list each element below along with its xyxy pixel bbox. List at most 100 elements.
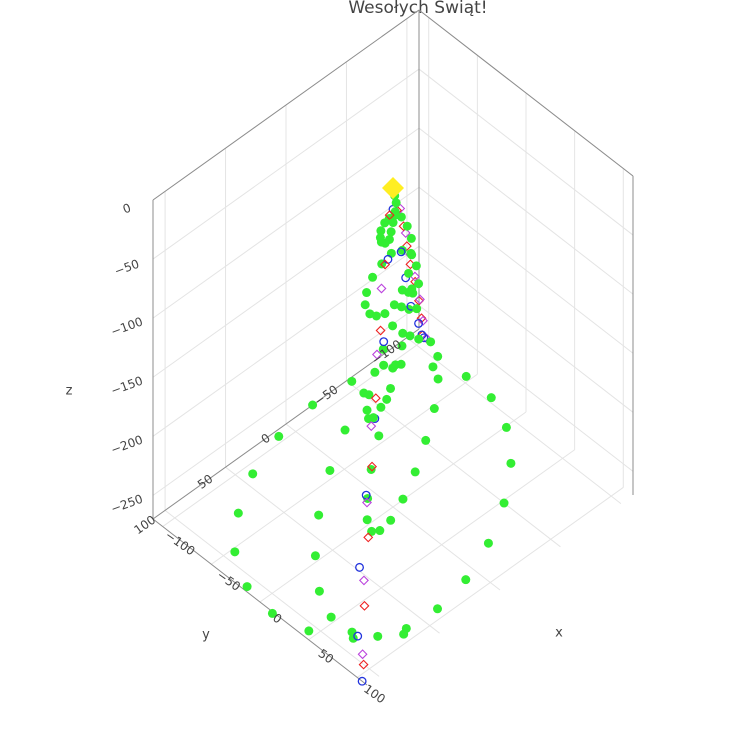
data-point-series-0[interactable] bbox=[433, 351, 443, 361]
data-point-series-0[interactable] bbox=[433, 374, 443, 384]
data-point-series-3[interactable] bbox=[357, 649, 368, 660]
data-point-series-0[interactable] bbox=[461, 371, 471, 381]
data-point-series-0[interactable] bbox=[376, 402, 386, 412]
data-point-series-0[interactable] bbox=[396, 359, 406, 369]
data-point-series-0[interactable] bbox=[386, 248, 396, 258]
data-point-series-0[interactable] bbox=[326, 612, 336, 622]
data-point-series-0[interactable] bbox=[368, 272, 378, 282]
data-point-series-0[interactable] bbox=[407, 250, 417, 260]
data-point-series-2[interactable] bbox=[375, 325, 386, 336]
data-point-series-2[interactable] bbox=[359, 600, 370, 611]
data-point-series-0[interactable] bbox=[242, 582, 252, 592]
data-point-series-0[interactable] bbox=[506, 458, 516, 468]
data-point-series-0[interactable] bbox=[267, 608, 277, 618]
data-point-series-0[interactable] bbox=[412, 304, 422, 314]
data-point-series-0[interactable] bbox=[380, 218, 390, 228]
data-point-series-0[interactable] bbox=[388, 218, 398, 228]
data-point-series-0[interactable] bbox=[248, 469, 258, 479]
data-point-series-0[interactable] bbox=[374, 431, 384, 441]
data-point-series-0[interactable] bbox=[414, 279, 424, 289]
data-point-series-0[interactable] bbox=[414, 334, 424, 344]
data-point-series-0[interactable] bbox=[378, 344, 388, 354]
data-point-series-0[interactable] bbox=[386, 515, 396, 525]
data-point-series-2[interactable] bbox=[384, 210, 395, 221]
data-point-series-0[interactable] bbox=[411, 261, 421, 271]
data-point-series-2[interactable] bbox=[363, 532, 374, 543]
data-point-series-0[interactable] bbox=[389, 300, 399, 310]
data-point-series-0[interactable] bbox=[461, 575, 471, 585]
data-point-series-0[interactable] bbox=[429, 404, 439, 414]
data-point-series-3[interactable] bbox=[414, 294, 425, 305]
data-point-series-0[interactable] bbox=[433, 604, 443, 614]
data-point-series-0[interactable] bbox=[483, 538, 493, 548]
data-point-series-0[interactable] bbox=[370, 367, 380, 377]
data-point-series-0[interactable] bbox=[325, 465, 335, 475]
data-point-series-3[interactable] bbox=[376, 283, 387, 294]
data-point-series-0[interactable] bbox=[405, 331, 415, 341]
data-point-series-0[interactable] bbox=[501, 422, 511, 432]
data-point-series-1[interactable] bbox=[383, 254, 393, 264]
data-point-series-3[interactable] bbox=[400, 228, 411, 239]
data-point-series-0[interactable] bbox=[397, 341, 407, 351]
data-point-series-0[interactable] bbox=[426, 337, 436, 347]
data-point-series-0[interactable] bbox=[274, 431, 284, 441]
data-point-series-0[interactable] bbox=[380, 238, 390, 248]
data-point-series-0[interactable] bbox=[360, 300, 370, 310]
data-point-series-0[interactable] bbox=[386, 227, 396, 237]
data-point-series-0[interactable] bbox=[390, 207, 400, 217]
data-point-series-0[interactable] bbox=[421, 435, 431, 445]
data-point-series-0[interactable] bbox=[310, 551, 320, 561]
data-point-series-0[interactable] bbox=[398, 328, 408, 338]
data-point-series-2[interactable] bbox=[367, 461, 378, 472]
data-point-series-0[interactable] bbox=[386, 383, 396, 393]
data-point-series-0[interactable] bbox=[486, 393, 496, 403]
data-point-series-0[interactable] bbox=[379, 360, 389, 370]
data-point-series-1[interactable] bbox=[414, 318, 424, 328]
data-point-series-0[interactable] bbox=[391, 198, 401, 208]
data-point-series-0[interactable] bbox=[314, 510, 324, 520]
data-point-series-0[interactable] bbox=[380, 309, 390, 319]
data-point-series-1[interactable] bbox=[355, 562, 364, 572]
data-point-series-0[interactable] bbox=[382, 394, 392, 404]
data-point-series-3[interactable] bbox=[366, 421, 377, 432]
data-point-series-0[interactable] bbox=[314, 586, 324, 596]
data-point-series-0[interactable] bbox=[347, 376, 357, 386]
data-point-series-4[interactable] bbox=[382, 177, 404, 199]
data-point-series-1[interactable] bbox=[353, 631, 363, 641]
data-point-series-0[interactable] bbox=[428, 362, 438, 372]
data-point-series-1[interactable] bbox=[396, 247, 406, 257]
data-point-series-0[interactable] bbox=[396, 302, 406, 312]
data-point-series-0[interactable] bbox=[399, 629, 409, 639]
data-point-series-0[interactable] bbox=[308, 400, 318, 410]
data-point-series-0[interactable] bbox=[233, 508, 243, 518]
data-point-series-0[interactable] bbox=[362, 288, 372, 298]
data-point-series-0[interactable] bbox=[362, 405, 372, 415]
data-point-series-0[interactable] bbox=[368, 413, 378, 423]
data-point-series-2[interactable] bbox=[370, 393, 381, 404]
data-point-series-0[interactable] bbox=[364, 390, 374, 400]
data-point-series-0[interactable] bbox=[404, 268, 414, 278]
data-point-series-0[interactable] bbox=[230, 547, 240, 557]
data-point-series-1[interactable] bbox=[379, 337, 389, 347]
data-point-series-0[interactable] bbox=[373, 631, 383, 641]
data-point-series-2[interactable] bbox=[358, 659, 369, 670]
data-point-series-3[interactable] bbox=[358, 575, 369, 586]
data-point-series-0[interactable] bbox=[406, 233, 416, 243]
data-point-series-2[interactable] bbox=[401, 241, 412, 252]
data-point-series-0[interactable] bbox=[396, 212, 406, 222]
data-point-series-0[interactable] bbox=[388, 321, 398, 331]
data-point-series-0[interactable] bbox=[362, 515, 372, 525]
data-point-series-3[interactable] bbox=[371, 349, 382, 360]
data-point-series-0[interactable] bbox=[398, 494, 408, 504]
data-point-series-0[interactable] bbox=[402, 221, 412, 231]
data-point-series-0[interactable] bbox=[410, 467, 420, 477]
data-point-series-0[interactable] bbox=[397, 245, 407, 255]
data-point-series-2[interactable] bbox=[380, 259, 391, 270]
data-point-series-0[interactable] bbox=[375, 526, 385, 536]
data-point-series-0[interactable] bbox=[371, 311, 381, 321]
data-point-series-0[interactable] bbox=[347, 627, 357, 637]
data-point-series-0[interactable] bbox=[397, 285, 407, 295]
data-point-series-2[interactable] bbox=[416, 313, 427, 324]
data-point-series-1[interactable] bbox=[357, 676, 367, 686]
